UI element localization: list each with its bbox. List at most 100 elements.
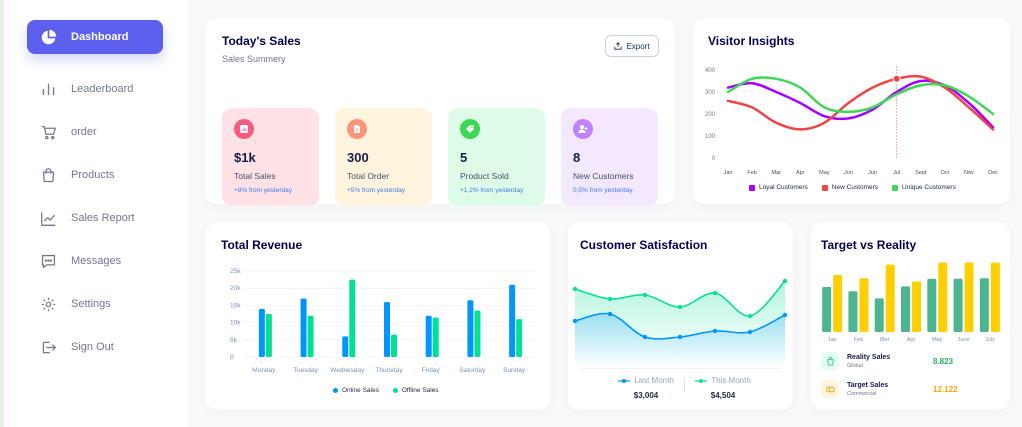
x-tick-label: May [932,337,943,343]
bar [432,317,439,357]
bar [384,301,390,357]
customer-satisfaction-legend: Last Month $3,004 This Month $4,504 [608,376,761,400]
legend-label: This Month [711,376,751,385]
total-revenue-chart: 0 5k 10k 15k 20k 25k Monday Tuesday Wednesday Thu… [230,268,535,374]
legend-swatch [821,184,828,191]
sidebar-item-order[interactable]: order [27,115,163,149]
target-sales-value: 12.122 [933,384,958,394]
sidebar-item-label: Leaderboard [71,83,134,95]
sidebar-item-products[interactable]: Products [27,158,163,192]
target-vs-reality-title: Target vs Reality [821,238,917,252]
bar [467,300,474,357]
y-tick-label: 15k [230,302,241,309]
x-tick-label: Jun [844,170,853,176]
data-point [677,334,683,340]
bar [425,315,432,357]
bar [391,334,397,357]
y-tick-label: 10k [230,320,241,327]
sidebar-item-settings[interactable]: Settings [27,287,163,321]
bar [859,278,869,332]
bar [964,262,974,332]
bar [848,291,858,332]
visitor-insights-chart: 0 100 200 300 400 Jan Feb Mar Apr May Jun Jun Jul Sep… [705,66,998,176]
sidebar-item-label: Sign Out [71,341,114,353]
chart-icon [234,119,254,139]
sidebar-item-sign-out[interactable]: Sign Out [27,330,163,364]
sidebar: Dashboard Leaderboard order Products Sal… [4,0,188,427]
stat-change: 0,5% from yesterday [573,187,633,194]
sidebar-item-sales-report[interactable]: Sales Report [27,201,163,235]
bar-chart-icon [39,80,57,98]
target-vs-reality-chart: Jan Feb Mar Apr May June July [822,262,1000,343]
sidebar-item-label: Settings [71,298,111,310]
bar [474,310,481,357]
todays-sales-title: Today's Sales [222,34,301,48]
stat-change: +1,2% from yesterday [460,187,524,194]
stat-value: 300 [347,150,369,165]
bar [509,284,516,357]
x-tick-label: Feb [747,170,756,176]
y-tick-label: 5k [230,337,238,344]
target-sales-text: Target Sales Commercial [847,382,927,397]
bar [990,262,1000,332]
visitor-insights-legend: Loyal Customers New Customers Unique Cus… [749,184,956,191]
x-tick-label: Jan [724,170,733,176]
reality-sales-value: 8.823 [933,356,954,366]
stat-card-total-sales: $1k Total Sales +8% from yesterday [222,108,319,206]
stat-value: 5 [460,150,468,165]
legend-last-month: Last Month $3,004 [608,376,684,400]
bar [833,275,843,332]
legend-item: Loyal Customers [749,184,808,191]
data-point [572,318,578,324]
data-point [712,328,718,334]
y-tick-label: 400 [705,68,716,74]
ticket-icon [821,380,839,398]
export-icon [614,42,623,50]
total-revenue-card: Total Revenue 0 5k 10k 15k 20k 25k Monday Tuesd… [205,222,550,410]
cart-icon [39,123,57,141]
data-point [642,292,648,298]
left-edge-strip [0,0,4,427]
stat-value: 8 [573,150,581,165]
legend-key: This Month [685,376,761,385]
bar [258,308,265,357]
stat-label: Product Sold [460,171,509,181]
sidebar-item-messages[interactable]: Messages [27,244,163,278]
sidebar-item-dashboard[interactable]: Dashboard [27,20,163,54]
visitor-insights-card: Visitor Insights 0 100 200 300 400 Jan Feb Mar A… [693,18,1010,204]
export-button[interactable]: Export [605,35,659,57]
document-icon [347,119,367,139]
y-tick-label: 100 [705,134,716,140]
legend-label: Offline Sales [401,387,439,394]
bar [342,336,349,357]
data-point [782,312,788,318]
x-tick-label: Tuesday [293,367,318,374]
y-tick-label: 20k [230,285,241,292]
stat-label: Total Sales [234,171,276,181]
data-point [747,329,753,335]
data-point [747,313,753,319]
total-revenue-legend: Online Sales Offline Sales [333,387,439,394]
bar [901,286,910,332]
legend-label: Last Month [634,376,674,385]
bar [885,264,895,332]
reality-sales-row: Reality Sales Global 8.823 [821,352,1001,370]
target-vs-reality-card: Target vs Reality Jan Feb Mar Apr May June Jul… [811,222,1010,410]
sign-out-icon [39,338,57,356]
legend-swatch [392,388,398,393]
x-tick-label: Thursday [375,367,403,374]
y-tick-label: 200 [705,112,716,118]
legend-this-month: This Month $4,504 [685,376,761,400]
sidebar-item-label: Messages [71,255,122,267]
bar [265,314,272,357]
legend-item: New Customers [821,184,878,191]
bar [349,279,356,357]
bar [300,298,307,357]
stat-card-new-customers: 8 New Customers 0,5% from yesterday [561,108,658,206]
legend-swatch-line [618,378,631,383]
line-chart-icon [39,209,57,227]
data-point [607,296,613,302]
sidebar-item-leaderboard[interactable]: Leaderboard [27,72,163,106]
bar [874,298,884,332]
data-point [782,278,788,284]
